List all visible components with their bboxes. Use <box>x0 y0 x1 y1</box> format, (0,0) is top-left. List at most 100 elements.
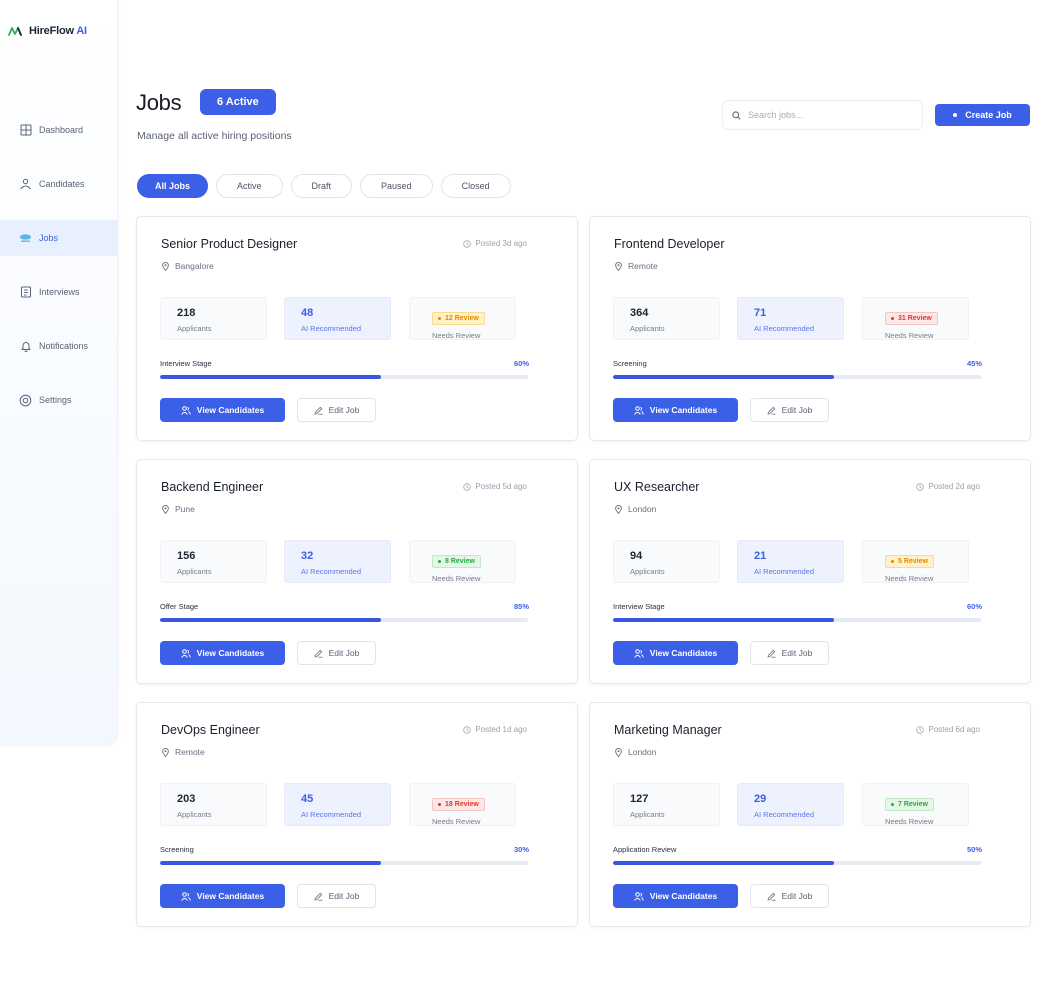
edit-icon <box>314 406 323 415</box>
stage-label: Screening <box>613 359 647 368</box>
filter-chip-all[interactable]: All Jobs <box>137 174 209 198</box>
search-box[interactable] <box>722 100 923 130</box>
stage-progress-fill <box>160 375 381 379</box>
sidebar-item-settings[interactable]: Settings <box>0 382 118 418</box>
filter-chip-closed[interactable]: Closed <box>440 174 511 198</box>
view-candidates-label: View Candidates <box>196 891 265 901</box>
stage-row: Screening 30% <box>160 845 529 854</box>
clock-icon <box>463 239 472 248</box>
review-count-text: 5 Review <box>898 558 928 565</box>
edit-icon <box>767 406 776 415</box>
job-card[interactable]: Senior Product Designer Posted 3d ago Ba… <box>136 216 578 441</box>
applicants-count: 127 <box>630 793 649 805</box>
needs-review-label: Needs Review <box>885 574 934 583</box>
review-count-badge: 12 Review <box>432 312 485 325</box>
applicants-stat: 203 Applicants <box>160 783 267 826</box>
ai-recommended-count: 45 <box>301 793 314 805</box>
review-count-badge: 8 Review <box>432 555 481 568</box>
edit-job-button[interactable]: Edit Job <box>750 641 829 665</box>
job-card[interactable]: Marketing Manager Posted 6d ago London 1… <box>589 702 1031 927</box>
job-card[interactable]: Backend Engineer Posted 5d ago Pune 156 … <box>136 459 578 684</box>
status-dot-icon <box>438 560 441 563</box>
stage-percent: 45% <box>966 359 982 368</box>
job-card[interactable]: DevOps Engineer Posted 1d ago Remote 203… <box>136 702 578 927</box>
review-count-text: 8 Review <box>445 558 475 565</box>
view-candidates-button[interactable]: View Candidates <box>613 884 738 908</box>
brand[interactable]: HireFlow AI <box>8 25 87 37</box>
interviews-icon <box>19 286 32 299</box>
ai-recommended-stat: 32 AI Recommended <box>284 540 391 583</box>
job-location: London <box>615 747 656 757</box>
view-candidates-label: View Candidates <box>196 648 265 658</box>
posted-date-text: Posted 6d ago <box>928 725 980 734</box>
review-count-text: 12 Review <box>445 315 479 322</box>
posted-date-text: Posted 1d ago <box>475 725 527 734</box>
applicants-count: 218 <box>177 307 196 319</box>
view-candidates-label: View Candidates <box>649 891 718 901</box>
posted-date: Posted 6d ago <box>916 725 980 734</box>
view-candidates-button[interactable]: View Candidates <box>160 398 285 422</box>
ai-recommended-label: AI Recommended <box>301 810 362 819</box>
job-title: Backend Engineer <box>161 480 264 494</box>
review-count-badge: 5 Review <box>885 555 934 568</box>
location-pin-icon <box>162 504 169 514</box>
edit-job-button[interactable]: Edit Job <box>750 398 829 422</box>
job-title: UX Researcher <box>614 480 700 494</box>
job-title: Senior Product Designer <box>161 237 298 251</box>
status-dot-icon <box>891 803 894 806</box>
filter-chip-active[interactable]: Active <box>216 174 283 198</box>
dashboard-icon <box>19 124 32 137</box>
view-candidates-button[interactable]: View Candidates <box>613 641 738 665</box>
applicants-stat: 127 Applicants <box>613 783 720 826</box>
job-card[interactable]: UX Researcher Posted 2d ago London 94 Ap… <box>589 459 1031 684</box>
ai-recommended-count: 21 <box>754 550 767 562</box>
create-job-button[interactable]: Create Job <box>935 104 1030 126</box>
view-candidates-button[interactable]: View Candidates <box>160 641 285 665</box>
users-icon <box>180 405 191 415</box>
edit-job-button[interactable]: Edit Job <box>750 884 829 908</box>
review-count-badge: 18 Review <box>432 798 485 811</box>
sidebar-item-dashboard[interactable]: Dashboard <box>0 112 118 148</box>
applicants-count: 203 <box>177 793 196 805</box>
stage-percent: 85% <box>513 602 529 611</box>
edit-job-button[interactable]: Edit Job <box>297 641 376 665</box>
ai-recommended-count: 29 <box>754 793 767 805</box>
posted-date-text: Posted 3d ago <box>475 239 527 248</box>
sidebar-item-candidates[interactable]: Candidates <box>0 166 118 202</box>
clock-icon <box>916 725 925 734</box>
edit-icon <box>314 649 323 658</box>
review-count-text: 31 Review <box>898 315 932 322</box>
sidebar-item-interviews[interactable]: Interviews <box>0 274 118 310</box>
ai-recommended-stat: 71 AI Recommended <box>737 297 844 340</box>
location-pin-icon <box>615 504 622 514</box>
view-candidates-button[interactable]: View Candidates <box>613 398 738 422</box>
ai-recommended-label: AI Recommended <box>754 810 815 819</box>
stage-percent: 60% <box>966 602 982 611</box>
filter-chip-draft[interactable]: Draft <box>290 174 353 198</box>
sidebar-item-label: Interviews <box>39 287 80 297</box>
search-input[interactable] <box>748 110 908 120</box>
sidebar-item-notifications[interactable]: Notifications <box>0 328 118 364</box>
edit-job-button[interactable]: Edit Job <box>297 398 376 422</box>
edit-job-button[interactable]: Edit Job <box>297 884 376 908</box>
applicants-count: 156 <box>177 550 196 562</box>
clock-icon <box>916 482 925 491</box>
view-candidates-button[interactable]: View Candidates <box>160 884 285 908</box>
ai-recommended-count: 48 <box>301 307 314 319</box>
job-location-text: London <box>628 504 657 514</box>
jobs-icon <box>19 232 32 245</box>
edit-job-label: Edit Job <box>328 891 360 901</box>
job-title: Frontend Developer <box>614 237 725 251</box>
job-card[interactable]: Frontend Developer Remote 364 Applicants… <box>589 216 1031 441</box>
applicants-label: Applicants <box>177 567 212 576</box>
filter-chip-paused[interactable]: Paused <box>360 174 433 198</box>
needs-review-label: Needs Review <box>432 817 481 826</box>
sidebar-item-jobs[interactable]: Jobs <box>0 220 118 256</box>
stage-progress-bar <box>160 861 528 865</box>
stage-label: Interview Stage <box>613 602 665 611</box>
needs-review-stat: 12 Review Needs Review <box>409 297 516 340</box>
sidebar-item-label: Settings <box>39 395 72 405</box>
stage-progress-bar <box>160 618 528 622</box>
stage-percent: 60% <box>513 359 529 368</box>
stage-progress-bar <box>613 618 981 622</box>
